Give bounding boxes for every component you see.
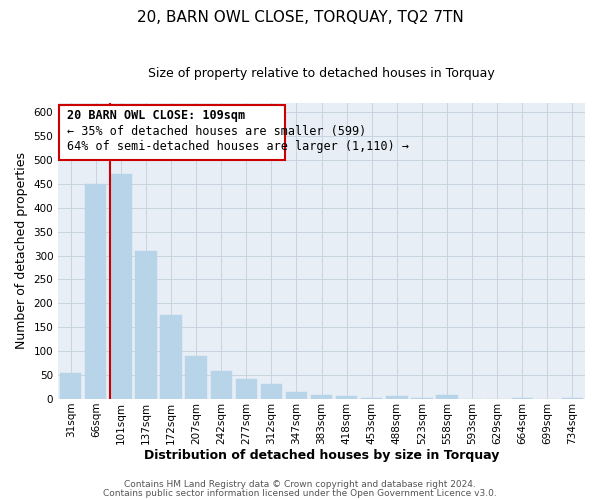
Bar [361,398,382,399]
Bar [286,392,307,399]
Text: Contains HM Land Registry data © Crown copyright and database right 2024.: Contains HM Land Registry data © Crown c… [124,480,476,489]
Bar [211,372,232,399]
FancyBboxPatch shape [59,105,285,160]
X-axis label: Distribution of detached houses by size in Torquay: Distribution of detached houses by size … [144,450,499,462]
Text: 64% of semi-detached houses are larger (1,110) →: 64% of semi-detached houses are larger (… [67,140,409,153]
Bar [386,396,407,399]
Bar [110,174,131,399]
Text: 20, BARN OWL CLOSE, TORQUAY, TQ2 7TN: 20, BARN OWL CLOSE, TORQUAY, TQ2 7TN [137,10,463,25]
Bar [185,356,207,399]
Bar [236,379,257,399]
Bar [562,398,583,399]
Y-axis label: Number of detached properties: Number of detached properties [15,152,28,350]
Text: 20 BARN OWL CLOSE: 109sqm: 20 BARN OWL CLOSE: 109sqm [67,108,245,122]
Title: Size of property relative to detached houses in Torquay: Size of property relative to detached ho… [148,68,495,80]
Bar [160,316,182,399]
Bar [311,395,332,399]
Bar [85,184,106,399]
Bar [336,396,358,399]
Bar [136,251,157,399]
Text: Contains public sector information licensed under the Open Government Licence v3: Contains public sector information licen… [103,488,497,498]
Bar [411,398,433,399]
Bar [60,372,82,399]
Bar [512,398,533,399]
Bar [436,395,458,399]
Bar [261,384,282,399]
Text: ← 35% of detached houses are smaller (599): ← 35% of detached houses are smaller (59… [67,124,366,138]
